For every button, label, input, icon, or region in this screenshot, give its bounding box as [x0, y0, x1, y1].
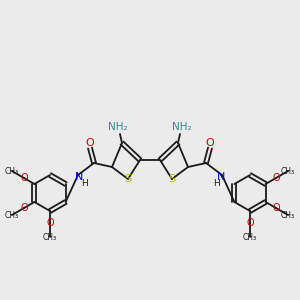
Text: CH₃: CH₃ — [5, 167, 19, 176]
Text: O: O — [46, 218, 54, 228]
Text: O: O — [272, 203, 280, 213]
Text: S: S — [168, 174, 175, 184]
Text: CH₃: CH₃ — [5, 211, 19, 220]
Text: H: H — [81, 178, 87, 188]
Text: O: O — [272, 173, 280, 183]
Text: NH₂: NH₂ — [172, 122, 192, 132]
Text: CH₃: CH₃ — [281, 211, 295, 220]
Text: S: S — [124, 174, 132, 184]
Text: O: O — [85, 138, 94, 148]
Text: O: O — [246, 218, 254, 228]
Text: H: H — [213, 178, 219, 188]
Text: CH₃: CH₃ — [281, 167, 295, 176]
Text: NH₂: NH₂ — [108, 122, 128, 132]
Text: N: N — [75, 172, 83, 182]
Text: O: O — [206, 138, 214, 148]
Text: O: O — [20, 203, 28, 213]
Text: O: O — [20, 173, 28, 183]
Text: CH₃: CH₃ — [43, 232, 57, 242]
Text: CH₃: CH₃ — [243, 232, 257, 242]
Text: N: N — [217, 172, 225, 182]
